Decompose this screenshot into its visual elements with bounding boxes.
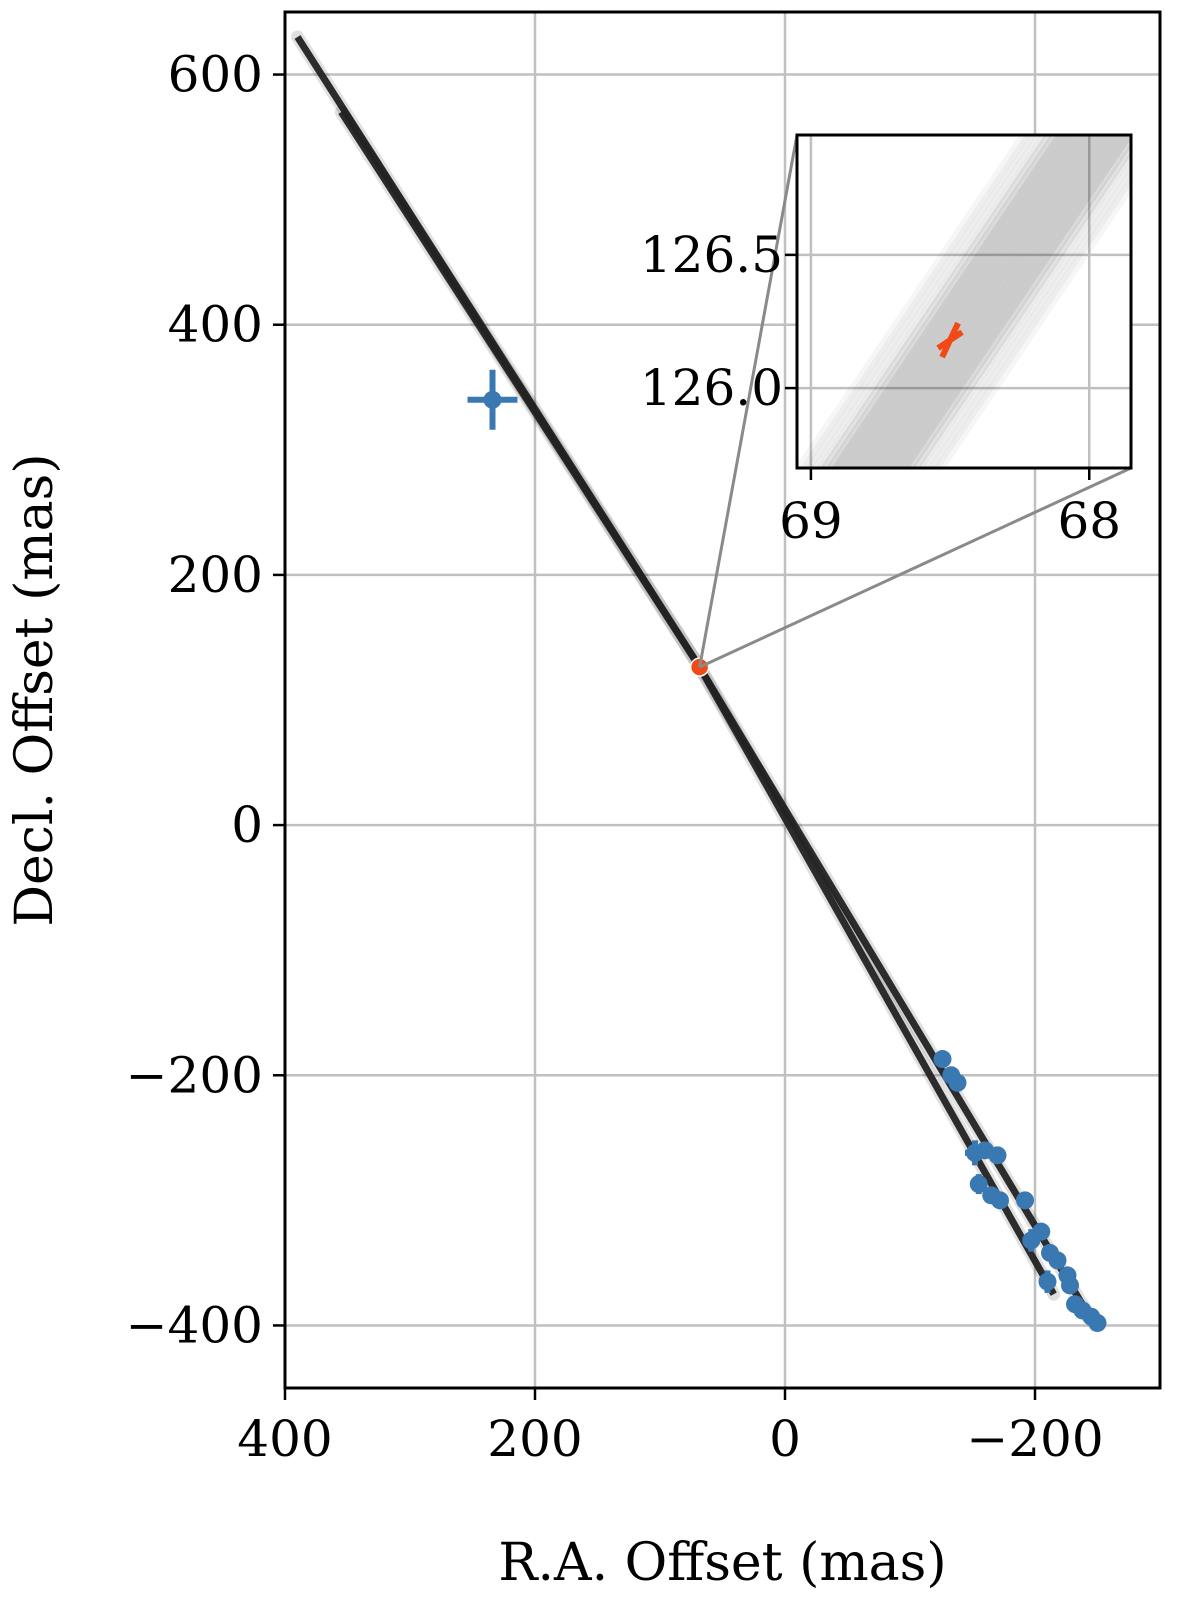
- astrometry-point: [969, 1175, 988, 1194]
- inset-orbit-track: [853, 135, 1095, 468]
- inset-orbit-track: [847, 135, 1090, 468]
- inset-orbit-tracks: [819, 135, 1131, 468]
- inset-orbit-track: [825, 135, 1067, 468]
- y-axis-label: Decl. Offset (mas): [5, 453, 65, 926]
- astrometry-point: [1038, 1272, 1057, 1291]
- zoom-connector: [698, 134, 799, 668]
- zoom-connector: [698, 466, 1132, 669]
- inset-orbit-track: [858, 135, 1101, 468]
- inset-zoom-panel: 69 68 126.5 126.0: [640, 133, 1133, 550]
- inset-orbit-track: [836, 135, 1079, 468]
- inset-orbit-track: [886, 135, 1129, 468]
- inset-frame: [795, 133, 1133, 470]
- y-tick-label: 400: [168, 296, 263, 354]
- y-tick-label: 0: [231, 796, 263, 854]
- inset-x-tick-label: 68: [1057, 492, 1121, 550]
- y-tick-label: 600: [168, 46, 263, 104]
- inset-marker-bar: [939, 321, 961, 359]
- axis-ticks: 400 200 0 −200 600 400 200 0 −200 −400: [126, 46, 1104, 1468]
- astrometry-point: [1088, 1313, 1107, 1332]
- x-tick-label: 200: [487, 1410, 582, 1468]
- inset-orbit-track: [819, 135, 1062, 468]
- inset-orbit-track: [870, 135, 1112, 468]
- inset-y-tick-label: 126.5: [640, 226, 783, 284]
- inset-orbit-track: [903, 135, 1131, 468]
- astrometry-point: [483, 390, 502, 409]
- x-tick-label: 0: [769, 1410, 801, 1468]
- astrometry-point: [948, 1073, 967, 1092]
- astrometry-point: [1048, 1251, 1067, 1270]
- inset-x-tick-label: 69: [779, 492, 843, 550]
- x-axis-label: R.A. Offset (mas): [498, 1533, 946, 1593]
- y-tick-label: 200: [168, 546, 263, 604]
- astrometry-point: [1061, 1276, 1079, 1295]
- astrometry-point: [1016, 1191, 1034, 1210]
- inset-orbit-track: [892, 135, 1131, 468]
- inset-orbit-track: [842, 135, 1084, 468]
- astrometry-point: [991, 1191, 1009, 1210]
- inset-background: [797, 135, 1131, 468]
- inset-connector-lines: [698, 134, 1132, 669]
- inset-orbit-track: [897, 135, 1131, 468]
- inset-gridlines: [797, 135, 1131, 468]
- inset-orbit-track: [881, 135, 1123, 468]
- x-tick-label: −200: [966, 1410, 1103, 1468]
- plot-frame: [283, 10, 1162, 1390]
- x-tick-label: 400: [237, 1410, 332, 1468]
- astrometry-point: [1032, 1222, 1051, 1241]
- astrometry-point: [988, 1146, 1007, 1165]
- inset-orbit-track: [831, 135, 1073, 468]
- inset-ticks: 69 68 126.5 126.0: [640, 226, 1121, 550]
- astrometry-point: [933, 1050, 952, 1069]
- inset-orbit-track: [875, 135, 1117, 468]
- y-tick-label: −200: [126, 1046, 263, 1104]
- inset-marker: [936, 321, 964, 359]
- inset-orbit-track: [864, 135, 1106, 468]
- inset-y-tick-label: 126.0: [640, 359, 783, 417]
- y-tick-label: −400: [126, 1296, 263, 1354]
